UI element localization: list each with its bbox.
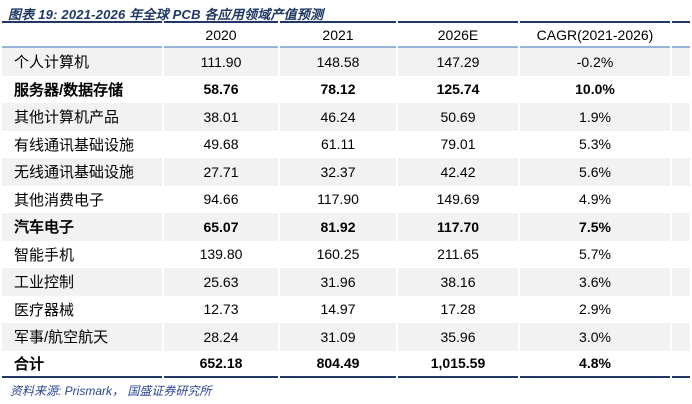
cell-value: 211.65 [437,246,479,263]
row-label: 医疗器械 [14,301,75,319]
cell-value: 125.74 [436,81,480,98]
row-label: 其他计算机产品 [2,103,162,131]
table-row: 其他消费电子 94.66 117.90 149.69 4.9% [2,186,690,214]
table-row: 工业控制 25.63 31.96 38.16 3.6% [2,268,690,296]
cell-value: 42.42 [398,158,518,186]
row-label: 有线通讯基础设施 [14,136,135,154]
spacer-cell [672,103,690,131]
cell-value: 61.11 [321,136,355,153]
table-row: 汽车电子 65.07 81.92 117.70 7.5% [2,213,690,241]
cell-value: 7.5% [520,213,670,241]
table-row: 合计 652.18 804.49 1,015.59 4.8% [2,351,690,378]
row-label: 个人计算机 [2,48,162,76]
row-label: 汽车电子 [2,213,162,241]
column-header-2026e: 2026E [398,21,518,48]
table-row: 其他计算机产品 38.01 46.24 50.69 1.9% [2,103,690,131]
cell-value: 38.01 [164,103,278,131]
cell-value: 160.25 [316,246,360,263]
cell-value: 111.90 [164,48,278,76]
cell-value: 3.6% [520,268,670,296]
cell-value: 804.49 [280,351,396,378]
spacer-cell [672,158,690,186]
source-note: 资料来源: Prismark， 国盛证券研究所 [10,384,212,398]
row-label: 工业控制 [2,268,162,296]
spacer-cell [672,296,690,324]
cell-value: 81.92 [280,213,396,241]
cell-value: 4.8% [520,351,670,378]
pcb-forecast-table: 2020 2021 2026E CAGR(2021-2026) 个人计算机 111… [0,21,692,378]
table-row: 智能手机 139.80 160.25 211.65 5.7% [2,241,690,269]
cell-value: 78.12 [320,81,356,98]
spacer-cell [672,131,690,159]
cell-value: 17.28 [440,301,476,318]
cell-value: 50.69 [398,103,518,131]
cell-value: 4.9% [579,191,611,208]
cell-value: 79.01 [440,136,476,153]
row-label: 服务器/数据存储 [14,81,124,99]
spacer-cell [672,186,690,214]
row-label: 合计 [2,351,162,378]
cell-value: 12.73 [203,301,239,318]
column-header-2021: 2021 [280,21,396,48]
column-header-2020: 2020 [164,21,278,48]
table-row: 军事/航空航天 28.24 31.09 35.96 3.0% [2,323,690,351]
cell-value: 652.18 [164,351,278,378]
cell-value: 94.66 [203,191,239,208]
cell-value: 1.9% [520,103,670,131]
cell-value: 5.3% [579,136,611,153]
cell-value: 117.90 [317,191,359,208]
figure-title: 图表 19: 2021-2026 年全球 PCB 各应用领域产值预测 [8,7,324,22]
cell-value: 5.6% [520,158,670,186]
table-header: 2020 2021 2026E CAGR(2021-2026) [2,21,690,48]
cell-value: 65.07 [164,213,278,241]
column-header-cagr: CAGR(2021-2026) [520,21,670,48]
row-label: 智能手机 [14,246,75,264]
cell-value: 5.7% [579,246,611,263]
cell-value: 147.29 [398,48,518,76]
table-row: 医疗器械 12.73 14.97 17.28 2.9% [2,296,690,324]
cell-value: 27.71 [164,158,278,186]
cell-value: 25.63 [164,268,278,296]
cell-value: 1,015.59 [398,351,518,378]
spacer-cell [672,48,690,76]
spacer-cell [672,213,690,241]
row-label: 军事/航空航天 [2,323,162,351]
cell-value: 32.37 [280,158,396,186]
corner-cell [2,21,162,48]
cell-value: 139.80 [199,246,243,263]
table-row: 无线通讯基础设施 27.71 32.37 42.42 5.6% [2,158,690,186]
spacer-cell [672,268,690,296]
cell-value: 3.0% [520,323,670,351]
cell-value: 49.68 [203,136,239,153]
spacer-cell [672,76,690,104]
spacer-cell [672,351,690,378]
cell-value: 117.70 [398,213,518,241]
cell-value: 149.69 [436,191,480,208]
cell-value: 31.09 [280,323,396,351]
table-row: 个人计算机 111.90 148.58 147.29 -0.2% [2,48,690,76]
cell-value: 14.97 [320,301,356,318]
cell-value: 58.76 [203,81,239,98]
cell-value: 31.96 [280,268,396,296]
cell-value: 148.58 [280,48,396,76]
spacer-cell [672,241,690,269]
row-label: 无线通讯基础设施 [2,158,162,186]
cell-value: 28.24 [164,323,278,351]
cell-value: 35.96 [398,323,518,351]
table-row: 有线通讯基础设施 49.68 61.11 79.01 5.3% [2,131,690,159]
cell-value: 2.9% [579,301,611,318]
table-row: 服务器/数据存储 58.76 78.12 125.74 10.0% [2,76,690,104]
cell-value: 10.0% [575,81,615,98]
spacer-cell [672,323,690,351]
spacer-cell [672,21,690,48]
cell-value: -0.2% [520,48,670,76]
header-row: 2020 2021 2026E CAGR(2021-2026) [2,21,690,48]
table-body: 个人计算机 111.90 148.58 147.29 -0.2% 服务器/数据存储 58.7… [2,48,690,378]
row-label: 其他消费电子 [14,191,105,209]
cell-value: 46.24 [280,103,396,131]
cell-value: 38.16 [398,268,518,296]
